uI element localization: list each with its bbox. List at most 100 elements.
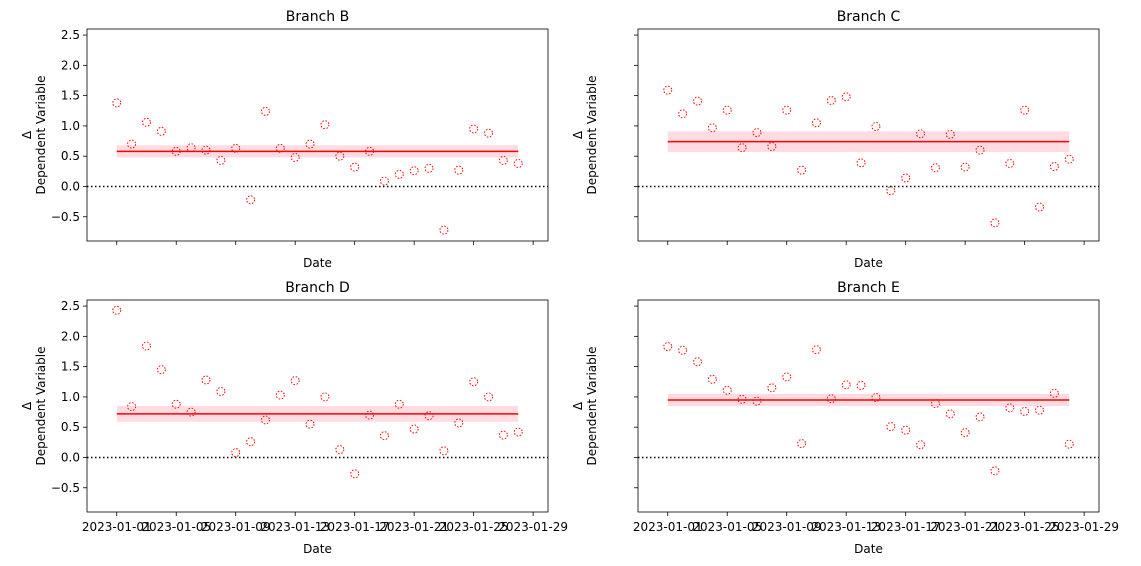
data-point [901,425,911,435]
data-point [498,155,508,165]
data-point [112,98,122,108]
y-tick-label: 2.5 [61,299,80,313]
data-point [424,411,434,421]
x-tick-label: 2023-01-29 [498,520,568,534]
data-point [424,163,434,173]
x-tick-label: 2023-01-09 [201,520,271,534]
data-point [141,117,151,127]
x-tick-label: 2023-01-05 [692,520,762,534]
data-point [246,195,256,205]
x-axis-label: Date [303,256,332,270]
data-point [394,169,404,179]
data-point [945,129,955,139]
data-point [856,380,866,390]
subplot-2: Branch C Date ΔDependent Variable [571,9,1100,270]
data-point [127,139,137,149]
data-point [707,374,717,384]
data-point [379,431,389,441]
x-tick-label: 2023-01-05 [141,520,211,534]
data-point [186,407,196,417]
data-point [275,143,285,153]
y-tick-label: 2.5 [61,28,80,42]
data-point [737,394,747,404]
data-point [678,345,688,355]
data-point [811,345,821,355]
data-point [871,122,881,132]
x-tick-label: 2023-01-21 [379,520,449,534]
x-tick-label: 2023-01-09 [752,520,822,534]
x-tick-label: 2023-01-17 [320,520,390,534]
y-tick-label: 1.0 [61,119,80,133]
data-point [260,415,270,425]
data-point [930,163,940,173]
data-point [916,440,926,450]
data-point [112,305,122,315]
y-axis-label-line: Δ [571,401,585,410]
data-point [1064,154,1074,164]
x-tick-label: 2023-01-17 [871,520,941,534]
data-point [1020,105,1030,115]
data-point [275,390,285,400]
data-point [513,427,523,437]
data-point [841,380,851,390]
data-point [290,376,300,386]
y-axis-label-line: Dependent Variable [585,347,599,466]
data-point [201,145,211,155]
axes-frame [86,28,549,242]
data-point [365,410,375,420]
data-point [350,469,360,479]
data-point [201,375,211,385]
data-point [797,165,807,175]
data-point [216,155,226,165]
data-point [141,341,151,351]
subplot-3: −0.50.00.51.01.52.02.52023-01-012023-01-… [20,280,568,556]
data-point [409,424,419,434]
data-point [826,394,836,404]
subplot-title: Branch D [285,280,350,296]
data-point [782,105,792,115]
data-point [782,372,792,382]
x-tick-label: 2023-01-29 [1049,520,1119,534]
data-point [990,466,1000,476]
data-point [454,165,464,175]
data-point [365,146,375,156]
data-point [707,123,717,133]
data-point [960,428,970,438]
data-point [290,152,300,162]
data-point [752,128,762,138]
data-point [171,146,181,156]
x-axis-label: Date [854,256,883,270]
data-point [797,439,807,449]
data-point [320,120,330,130]
x-tick-label: 2023-01-21 [930,520,1000,534]
data-point [841,92,851,102]
data-point [216,386,226,396]
x-tick-label: 2023-01-01 [82,520,152,534]
y-tick-label: 1.5 [61,360,80,374]
data-point [246,437,256,447]
data-point [127,402,137,412]
data-point [990,218,1000,228]
data-point [722,105,732,115]
data-point [439,225,449,235]
data-point [826,95,836,105]
y-axis-label-line: Dependent Variable [585,76,599,195]
data-point [171,399,181,409]
data-point [692,357,702,367]
y-axis-label: ΔDependent Variable [571,347,599,466]
y-axis-label-line: Δ [20,130,34,139]
data-point [231,143,241,153]
y-tick-label: 1.0 [61,390,80,404]
y-tick-label: −0.5 [51,210,80,224]
data-point [454,418,464,428]
data-point [752,396,762,406]
data-point [1064,439,1074,449]
data-point [260,106,270,116]
subplot-title: Branch B [286,9,349,25]
y-axis-label-line: Dependent Variable [34,76,48,195]
data-point [767,142,777,152]
data-point [901,173,911,183]
data-point [469,377,479,387]
data-point [1035,202,1045,212]
